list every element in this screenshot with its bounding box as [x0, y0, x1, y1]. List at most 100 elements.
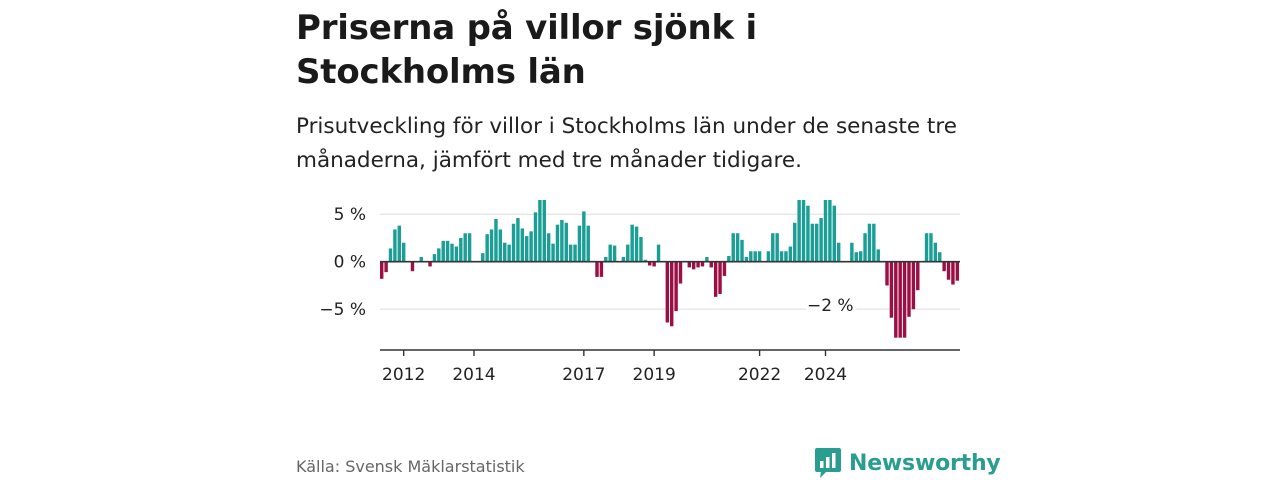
- bar: [766, 251, 771, 262]
- bar: [828, 200, 832, 262]
- bar: [713, 261, 718, 297]
- bar: [938, 252, 942, 262]
- bar: [823, 200, 828, 262]
- bar: [586, 225, 590, 262]
- chart-card: Priserna på villor sjönk i Stockholms lä…: [296, 0, 1001, 480]
- y-tick-label: 0 %: [334, 253, 366, 273]
- bar: [815, 223, 819, 262]
- bar: [384, 261, 388, 273]
- bar: [788, 246, 793, 262]
- annotation-background: [806, 294, 857, 316]
- bar: [709, 261, 713, 268]
- x-tick-label: 2017: [562, 365, 605, 385]
- y-tick-label: 5 %: [334, 205, 366, 225]
- bar: [437, 248, 441, 262]
- bar: [951, 261, 955, 285]
- bar: [898, 261, 902, 338]
- bar: [401, 242, 406, 262]
- bar: [836, 242, 841, 262]
- bar: [753, 251, 757, 262]
- bar: [867, 223, 872, 262]
- bar: [779, 251, 784, 262]
- bar-chart: 5 % 0 % −5 % 2012 2014 2017 2019 2022 2024 −2 %: [319, 200, 960, 385]
- bar: [467, 233, 472, 262]
- bar: [634, 226, 639, 262]
- bar: [630, 224, 634, 262]
- bar: [648, 261, 652, 266]
- bar: [757, 251, 762, 262]
- bar: [933, 242, 938, 262]
- bar: [722, 261, 727, 276]
- bar: [902, 261, 907, 338]
- bar: [731, 233, 735, 262]
- bar: [485, 234, 489, 262]
- bar: [691, 261, 696, 270]
- bar: [604, 256, 608, 262]
- bar: [911, 261, 916, 310]
- bar: [538, 200, 542, 262]
- bar: [832, 205, 837, 262]
- source-note: Källa: Svensk Mäklarstatistik: [296, 457, 525, 476]
- bar: [819, 218, 823, 262]
- bar: [740, 239, 744, 262]
- bar: [612, 245, 617, 262]
- bar: [511, 223, 516, 262]
- x-tick-label: 2012: [382, 365, 425, 385]
- bar: [652, 261, 656, 267]
- bar: [793, 222, 797, 262]
- bar: [863, 233, 867, 262]
- x-tick-label: 2022: [738, 365, 781, 385]
- bar: [450, 243, 454, 262]
- bar: [784, 251, 788, 262]
- x-tick-label: 2024: [804, 365, 847, 385]
- bar: [555, 224, 560, 262]
- bar: [806, 205, 810, 262]
- bar: [551, 243, 555, 262]
- bar: [419, 256, 423, 262]
- bar: [946, 261, 951, 280]
- bar: [542, 200, 547, 262]
- newsworthy-logo-icon: [815, 448, 841, 478]
- bar: [441, 240, 445, 262]
- bar: [797, 200, 801, 262]
- bar: [445, 240, 450, 262]
- bar: [454, 246, 459, 262]
- bar: [626, 244, 630, 262]
- bar: [924, 233, 929, 262]
- bar: [801, 200, 806, 262]
- bar: [643, 259, 648, 262]
- bar: [516, 218, 520, 262]
- bar: [595, 261, 599, 277]
- chart-subtitle: Prisutveckling för villor i Stockholms l…: [296, 114, 957, 173]
- bar: [705, 256, 709, 262]
- bar: [498, 229, 503, 262]
- bar: [718, 261, 722, 294]
- bar: [889, 261, 894, 318]
- bar: [872, 223, 876, 262]
- bar: [397, 225, 402, 262]
- x-tick-label: 2014: [452, 365, 495, 385]
- bar: [854, 252, 858, 262]
- bar: [393, 229, 397, 262]
- bar: [507, 244, 511, 262]
- bar: [678, 261, 683, 284]
- bar: [775, 233, 779, 262]
- bar: [670, 261, 674, 327]
- bar: [525, 236, 529, 262]
- bar: [929, 233, 933, 262]
- bar: [380, 261, 384, 279]
- bar: [696, 261, 700, 268]
- x-tick-label: 2019: [633, 365, 676, 385]
- bar: [489, 229, 494, 262]
- bar: [546, 233, 551, 262]
- value-annotation: −2 %: [807, 296, 854, 316]
- bar: [858, 251, 863, 262]
- bar: [744, 256, 749, 262]
- bar: [656, 244, 661, 262]
- bar: [639, 237, 643, 262]
- bar: [577, 225, 582, 262]
- bar: [494, 218, 498, 262]
- chart-title: Priserna på villor sjönk i Stockholms lä…: [296, 8, 757, 92]
- bar: [560, 219, 564, 262]
- bar: [564, 222, 568, 262]
